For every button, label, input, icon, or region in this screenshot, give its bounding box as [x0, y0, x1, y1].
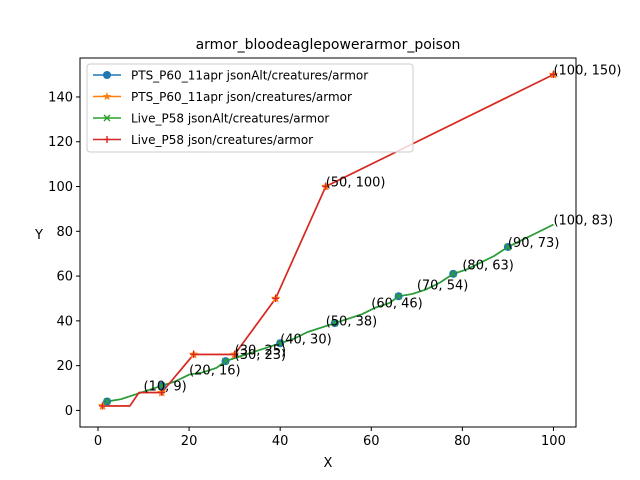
y-tick-label: 140: [48, 90, 73, 105]
legend-circle-marker: [103, 71, 111, 79]
x-axis-ticks: 0 20 40 60 80 100: [94, 427, 566, 449]
x-marker: [331, 319, 339, 327]
marker-layer: [97, 69, 559, 411]
legend-x-marker: [103, 114, 111, 122]
x-tick-label: 0: [94, 434, 102, 449]
legend-entry-label: PTS_P60_11apr jsonAlt/creatures/armor: [131, 69, 368, 83]
x-tick-label: 20: [181, 434, 198, 449]
x-marker: [395, 292, 403, 300]
point-annotation: (90, 73): [508, 236, 560, 251]
annotation-layer: (10, 9)(20, 16) (30, 25)(30, 23)(40, 30) (…: [144, 64, 622, 395]
point-annotation: (50, 100): [326, 176, 386, 191]
point-annotation: (10, 9): [144, 379, 187, 394]
point-annotation: (100, 83): [553, 214, 613, 229]
y-axis-label: Y: [34, 228, 43, 243]
y-axis-ticks: 0 20 40 60 80 100 120 140: [48, 90, 80, 419]
point-annotation: (80, 63): [462, 258, 514, 273]
point-annotation: (40, 30): [280, 332, 332, 347]
legend-box: [86, 63, 414, 153]
y-tick-label: 120: [48, 135, 73, 150]
point-annotation: (30, 25): [235, 343, 287, 358]
point-annotation: (70, 54): [417, 279, 469, 294]
legend-entry-label: Live_P58 jsonAlt/creatures/armor: [131, 112, 329, 126]
x-tick-label: 60: [363, 434, 380, 449]
y-tick-label: 60: [56, 270, 73, 285]
legend-entry-label: PTS_P60_11apr json/creatures/armor: [131, 90, 352, 104]
x-tick-label: 100: [541, 434, 566, 449]
x-marker: [504, 243, 512, 251]
y-tick-label: 80: [56, 225, 73, 240]
point-annotation: (30, 23): [235, 348, 287, 363]
point-annotation: (20, 16): [189, 364, 241, 379]
x-marker: [222, 357, 230, 365]
x-marker: [103, 397, 111, 405]
plot-area: (10, 9)(20, 16) (30, 25)(30, 23)(40, 30) (…: [48, 57, 622, 449]
x-tick-label: 40: [272, 434, 289, 449]
series-line-3: [106, 223, 554, 403]
point-annotation: (100, 150): [553, 64, 621, 79]
y-tick-label: 0: [65, 404, 73, 419]
point-annotation: (60, 46): [371, 296, 423, 311]
legend-entry-label: Live_P58 json/creatures/armor: [131, 133, 313, 147]
chart-title: armor_bloodeaglepowerarmor_poison: [196, 37, 461, 53]
y-tick-label: 40: [56, 314, 73, 329]
point-annotation: (50, 38): [326, 314, 378, 329]
x-tick-label: 80: [454, 434, 471, 449]
y-tick-label: 100: [48, 180, 73, 195]
y-tick-label: 20: [56, 359, 73, 374]
x-marker: [158, 382, 166, 390]
x-axis-label: X: [324, 456, 333, 471]
axes-frame: [79, 57, 577, 428]
legend: PTS_P60_11apr jsonAlt/creatures/armor PTS…: [86, 63, 414, 153]
x-marker: [276, 339, 284, 347]
legend-star-marker: [102, 92, 112, 101]
x-marker: [449, 270, 457, 278]
